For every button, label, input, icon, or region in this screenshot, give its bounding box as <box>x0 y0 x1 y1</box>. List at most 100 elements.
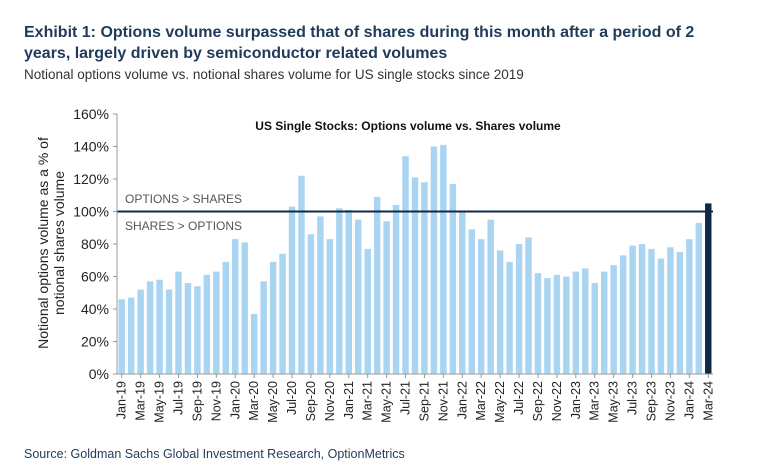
annotation-shares-gt-options: SHARES > OPTIONS <box>125 219 242 233</box>
x-tick-label: Jan-22 <box>455 381 469 419</box>
x-tick-label: Jul-20 <box>285 381 299 415</box>
x-tick-label: Nov-23 <box>663 381 677 421</box>
x-tick-label: Sep-22 <box>531 381 545 421</box>
bar-feb-20 <box>242 242 248 374</box>
bar-dec-22 <box>563 277 569 375</box>
bar-jul-21 <box>402 156 408 374</box>
x-tick-label: Mar-21 <box>361 381 375 421</box>
y-tick-label: 160% <box>73 106 109 122</box>
x-tick-label: Jul-21 <box>399 381 413 415</box>
exhibit-subtitle: Notional options volume vs. notional sha… <box>24 67 524 82</box>
bar-apr-20 <box>260 281 266 374</box>
bar-oct-20 <box>317 216 323 374</box>
x-tick-label: May-20 <box>266 381 280 423</box>
source-note: Source: Goldman Sachs Global Investment … <box>24 447 405 461</box>
x-tick-label: Sep-21 <box>417 381 431 421</box>
x-tick-label: Mar-23 <box>588 381 602 421</box>
bar-series <box>119 145 712 374</box>
y-tick-label: 80% <box>81 236 109 252</box>
x-axis-ticks: Jan-19 Mar-19 May-19 Jul-19 Sep-19 Nov-19 Jan-… <box>115 374 716 423</box>
y-axis-ticks: 0% 20% 40% 60% 80% 100% 120% 140% 160% <box>73 106 117 382</box>
x-tick-label: May-23 <box>607 381 621 423</box>
bar-jun-22 <box>506 262 512 374</box>
bar-feb-24 <box>696 223 702 374</box>
bar-jun-19 <box>166 290 172 375</box>
x-tick-label: May-19 <box>153 381 167 423</box>
bar-feb-21 <box>355 220 361 374</box>
bar-may-19 <box>156 280 162 374</box>
x-tick-label: Nov-20 <box>323 381 337 421</box>
bar-jul-20 <box>289 207 295 374</box>
bar-jul-23 <box>629 246 635 374</box>
options-vs-shares-bar-chart: 0% 20% 40% 60% 80% 100% 120% 140% 160% Jan-19 Mar… <box>0 95 765 447</box>
bar-may-23 <box>610 265 616 374</box>
y-tick-label: 0% <box>89 366 109 382</box>
x-tick-label: Mar-20 <box>247 381 261 421</box>
bar-aug-21 <box>412 177 418 374</box>
bar-nov-19 <box>213 272 219 374</box>
bar-mar-21 <box>364 249 370 374</box>
y-tick-label: 100% <box>73 204 109 220</box>
bar-oct-21 <box>431 147 437 375</box>
bar-jan-24 <box>686 239 692 374</box>
x-tick-label: Jul-22 <box>512 381 526 415</box>
bar-aug-22 <box>525 238 531 375</box>
x-tick-label: Mar-22 <box>474 381 488 421</box>
x-tick-label: Jan-20 <box>228 381 242 419</box>
bar-jan-23 <box>573 272 579 374</box>
x-tick-label: Nov-22 <box>550 381 564 421</box>
bar-mar-20 <box>251 314 257 374</box>
x-tick-label: Jan-24 <box>682 381 696 419</box>
x-tick-label: May-21 <box>380 381 394 423</box>
x-tick-label: May-22 <box>493 381 507 423</box>
bar-jun-20 <box>279 254 285 374</box>
x-tick-label: Nov-19 <box>209 381 223 421</box>
bar-jun-23 <box>620 255 626 374</box>
bar-sep-19 <box>194 286 200 374</box>
bar-feb-19 <box>128 298 134 374</box>
chart-title: US Single Stocks: Options volume vs. Sha… <box>255 119 561 133</box>
x-tick-label: Mar-24 <box>701 381 715 421</box>
exhibit-title: Exhibit 1: Options volume surpassed that… <box>24 22 744 64</box>
bar-jan-20 <box>232 239 238 374</box>
y-tick-label: 140% <box>73 139 109 155</box>
bar-nov-23 <box>667 247 673 374</box>
y-tick-label: 40% <box>81 301 109 317</box>
bar-aug-20 <box>298 176 304 374</box>
bar-mar-22 <box>478 239 484 374</box>
annotation-options-gt-shares: OPTIONS > SHARES <box>125 192 242 206</box>
y-tick-label: 60% <box>81 269 109 285</box>
bar-oct-23 <box>658 259 664 374</box>
bar-sep-20 <box>308 234 314 374</box>
bar-jun-21 <box>393 205 399 374</box>
bar-mar-19 <box>137 290 143 375</box>
x-tick-label: Jul-19 <box>171 381 185 415</box>
x-tick-label: Mar-19 <box>134 381 148 421</box>
bar-aug-23 <box>639 244 645 374</box>
bar-aug-19 <box>185 283 191 374</box>
bar-may-21 <box>383 221 389 374</box>
y-tick-label: 20% <box>81 334 109 350</box>
bar-dec-23 <box>677 252 683 374</box>
y-axis-label: Notional options volume as a % ofnotiona… <box>35 137 67 349</box>
bar-mar-24 <box>705 203 711 374</box>
bar-apr-23 <box>601 272 607 374</box>
y-tick-label: 120% <box>73 171 109 187</box>
x-tick-label: Sep-19 <box>190 381 204 421</box>
x-tick-label: Jan-19 <box>115 381 129 419</box>
bar-apr-19 <box>147 281 153 374</box>
bar-dec-19 <box>223 262 229 374</box>
bar-jan-21 <box>346 210 352 374</box>
x-tick-label: Sep-20 <box>304 381 318 421</box>
x-tick-label: Nov-21 <box>436 381 450 421</box>
bar-feb-23 <box>582 268 588 374</box>
x-tick-label: Jan-23 <box>569 381 583 419</box>
x-tick-label: Jul-23 <box>626 381 640 415</box>
bar-jan-19 <box>119 299 125 374</box>
bar-sep-22 <box>535 273 541 374</box>
bar-oct-19 <box>204 275 210 374</box>
bar-may-20 <box>270 262 276 374</box>
bar-jul-19 <box>175 272 181 374</box>
bar-nov-22 <box>554 275 560 374</box>
x-tick-label: Jan-21 <box>342 381 356 419</box>
